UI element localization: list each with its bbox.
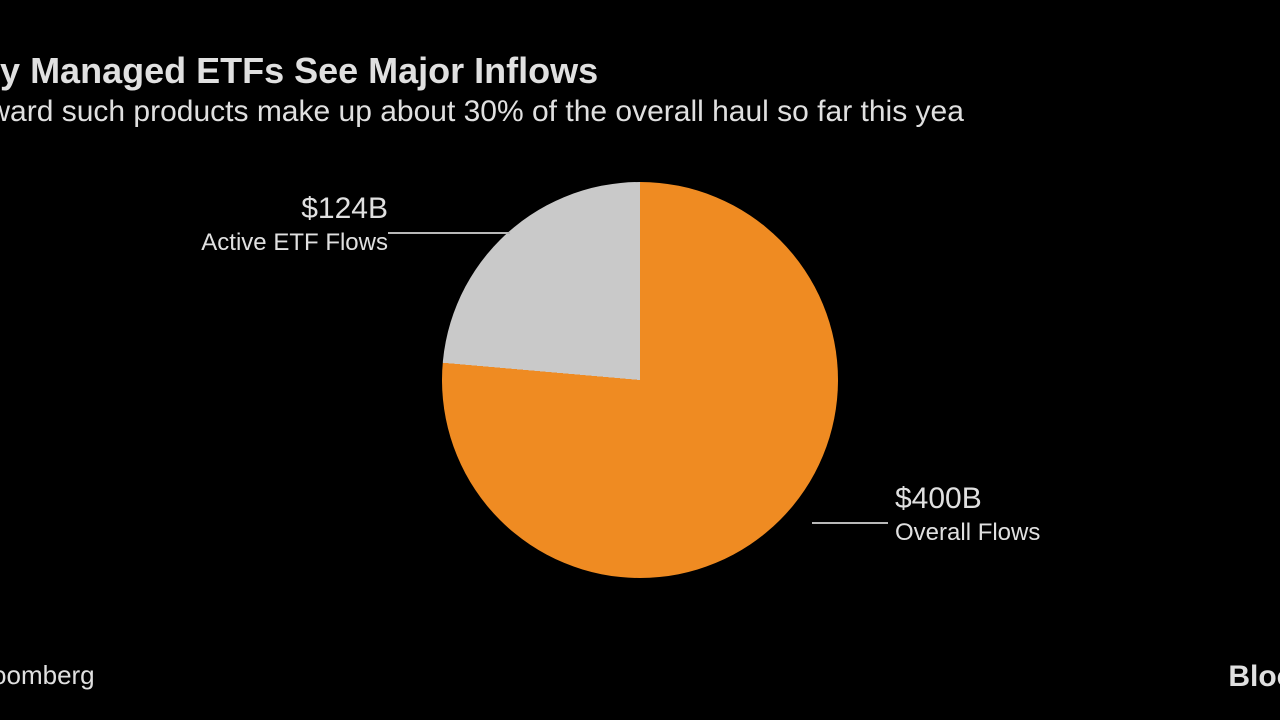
callout-1: $400B Overall Flows [895,480,1040,548]
callout-0-value: $124B [155,190,388,228]
callout-leader-0 [388,232,510,234]
pie-disc [442,182,838,578]
brand-logo: Bloomb [1228,660,1280,694]
source-attribution: e: Bloomberg [0,660,95,691]
pie-chart [442,182,838,578]
chart-container: ively Managed ETFs See Major Inflows s t… [0,0,1280,720]
callout-0-label: Active ETF Flows [155,228,388,258]
callout-0: $124B Active ETF Flows [155,190,388,258]
chart-subtitle: s toward such products make up about 30%… [0,95,964,129]
chart-title: ively Managed ETFs See Major Inflows [0,50,598,92]
callout-1-label: Overall Flows [895,518,1040,548]
callout-leader-1 [812,522,888,524]
callout-1-value: $400B [895,480,1040,518]
